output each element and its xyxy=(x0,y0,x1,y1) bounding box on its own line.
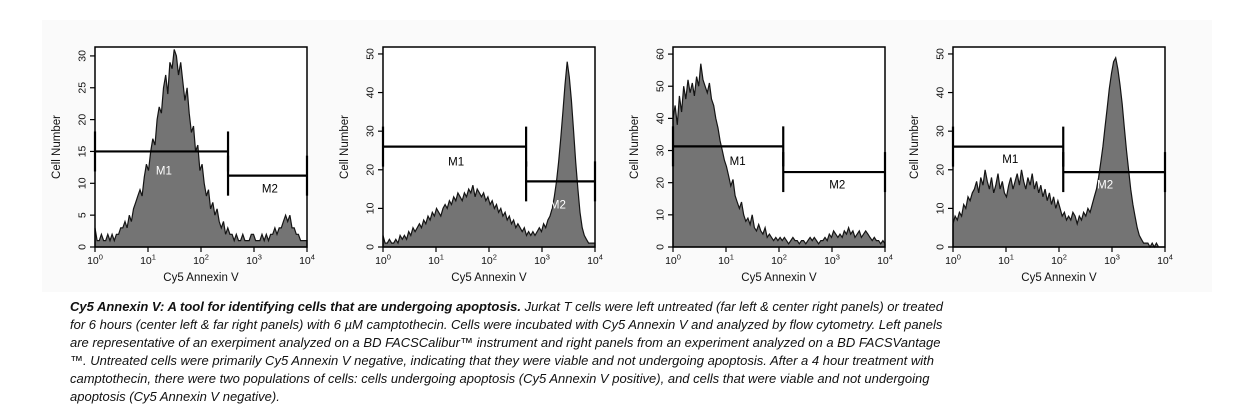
x-tick-label: 102 xyxy=(481,253,497,268)
caption-line: camptothecin, there were two populations… xyxy=(70,371,930,386)
histogram-svg: 0 5 10 15 20 25 30 100 101 102 103 104 Cell Number Cy… xyxy=(51,46,315,284)
marker-m2-label: M2 xyxy=(262,183,278,195)
x-tick-label: 104 xyxy=(587,253,603,268)
y-tick-label: 60 xyxy=(655,48,667,60)
x-tick-label: 102 xyxy=(771,253,787,268)
caption-line: for 6 hours (center left & far right pan… xyxy=(70,317,943,332)
marker-m2-label: M2 xyxy=(829,180,845,192)
y-tick-label: 50 xyxy=(655,80,667,92)
y-tick-label: 50 xyxy=(935,48,947,60)
histogram-trace xyxy=(672,63,886,248)
y-tick-label: 20 xyxy=(77,114,89,126)
x-tick-label: 100 xyxy=(375,253,391,268)
y-tick-label: 40 xyxy=(365,87,377,99)
histogram-panel-treated-facsvantage: 0 10 20 30 40 50 100 101 102 103 104 Cell Number Cy5… xyxy=(901,41,1179,289)
y-axis-label: Cell Number xyxy=(339,115,351,179)
y-tick-label: 10 xyxy=(655,209,667,221)
x-tick-label: 103 xyxy=(246,253,262,268)
x-tick-label: 101 xyxy=(718,253,734,268)
y-tick-label: 40 xyxy=(935,87,947,99)
y-tick-label: 15 xyxy=(77,145,89,157)
marker-m1-label: M1 xyxy=(156,166,172,178)
marker-m2-label: M2 xyxy=(550,200,566,212)
y-tick-label: 10 xyxy=(365,202,377,214)
y-tick-label: 50 xyxy=(365,48,377,60)
y-tick-label: 20 xyxy=(935,164,947,176)
caption-line: Cy5 Annexin V: A tool for identifying ce… xyxy=(70,298,1170,316)
y-tick-label: 30 xyxy=(77,50,89,62)
y-axis-label: Cell Number xyxy=(909,115,921,179)
x-tick-label: 102 xyxy=(193,253,209,268)
y-tick-label: 0 xyxy=(77,244,89,250)
histogram-svg: 0 10 20 30 40 50 100 101 102 103 104 Cell Number Cy5… xyxy=(339,46,603,284)
x-tick-label: 101 xyxy=(998,253,1014,268)
x-tick-label: 103 xyxy=(534,253,550,268)
y-tick-label: 5 xyxy=(77,212,89,218)
x-tick-label: 103 xyxy=(824,253,840,268)
x-axis-label: Cy5 Annexin V xyxy=(1021,272,1097,284)
caption-line-text: Jurkat T cells were left untreated (far … xyxy=(520,299,943,314)
y-axis-label: Cell Number xyxy=(51,115,63,179)
x-axis-label: Cy5 Annexin V xyxy=(451,272,527,284)
y-tick-label: 0 xyxy=(935,244,947,250)
histogram-trace xyxy=(94,49,308,248)
y-tick-label: 40 xyxy=(655,112,667,124)
x-tick-label: 104 xyxy=(1157,253,1173,268)
caption: Cy5 Annexin V: A tool for identifying ce… xyxy=(70,298,1170,406)
histogram-trace xyxy=(382,61,596,248)
y-tick-label: 0 xyxy=(655,244,667,250)
x-axis-label: Cy5 Annexin V xyxy=(741,272,817,284)
histogram-svg: 0 10 20 30 40 50 60 100 101 102 103 104 Cell Number C… xyxy=(629,46,893,284)
x-tick-label: 103 xyxy=(1104,253,1120,268)
marker-m1-label: M1 xyxy=(1002,154,1018,166)
y-tick-label: 20 xyxy=(365,164,377,176)
y-axis-label: Cell Number xyxy=(629,115,641,179)
x-axis-label: Cy5 Annexin V xyxy=(163,272,239,284)
x-tick-label: 100 xyxy=(87,253,103,268)
x-tick-label: 101 xyxy=(428,253,444,268)
x-tick-label: 100 xyxy=(945,253,961,268)
x-tick-label: 100 xyxy=(665,253,681,268)
y-tick-label: 30 xyxy=(655,145,667,157)
caption-line: ™. Untreated cells were primarily Cy5 An… xyxy=(70,353,935,368)
y-tick-label: 30 xyxy=(365,125,377,137)
histogram-panel-untreated-facsvantage: 0 10 20 30 40 50 60 100 101 102 103 104 Cell Number C… xyxy=(621,41,899,289)
caption-line: are representative of an exerpiment anal… xyxy=(70,335,941,350)
marker-m1-label: M1 xyxy=(730,156,746,168)
marker-m2-label: M2 xyxy=(1097,179,1113,191)
caption-lead-bold: Cy5 Annexin V: A tool for identifying ce… xyxy=(70,299,521,314)
y-tick-label: 10 xyxy=(935,202,947,214)
histogram-trace xyxy=(952,56,1165,249)
histogram-panel-treated-facscalibur: 0 10 20 30 40 50 100 101 102 103 104 Cell Number Cy5… xyxy=(331,41,609,289)
y-tick-label: 10 xyxy=(77,177,89,189)
y-tick-label: 25 xyxy=(77,82,89,94)
histogram-panel-untreated-facscalibur: 0 5 10 15 20 25 30 100 101 102 103 104 Cell Number Cy… xyxy=(43,41,321,289)
x-tick-label: 101 xyxy=(140,253,156,268)
histogram-svg: 0 10 20 30 40 50 100 101 102 103 104 Cell Number Cy5… xyxy=(909,46,1173,284)
x-tick-label: 104 xyxy=(299,253,315,268)
x-tick-label: 104 xyxy=(877,253,893,268)
caption-line: apoptosis (Cy5 Annexin V negative). xyxy=(70,389,280,404)
y-tick-label: 20 xyxy=(655,177,667,189)
y-tick-label: 30 xyxy=(935,125,947,137)
marker-m1-label: M1 xyxy=(448,156,464,168)
x-tick-label: 102 xyxy=(1051,253,1067,268)
y-tick-label: 0 xyxy=(365,244,377,250)
